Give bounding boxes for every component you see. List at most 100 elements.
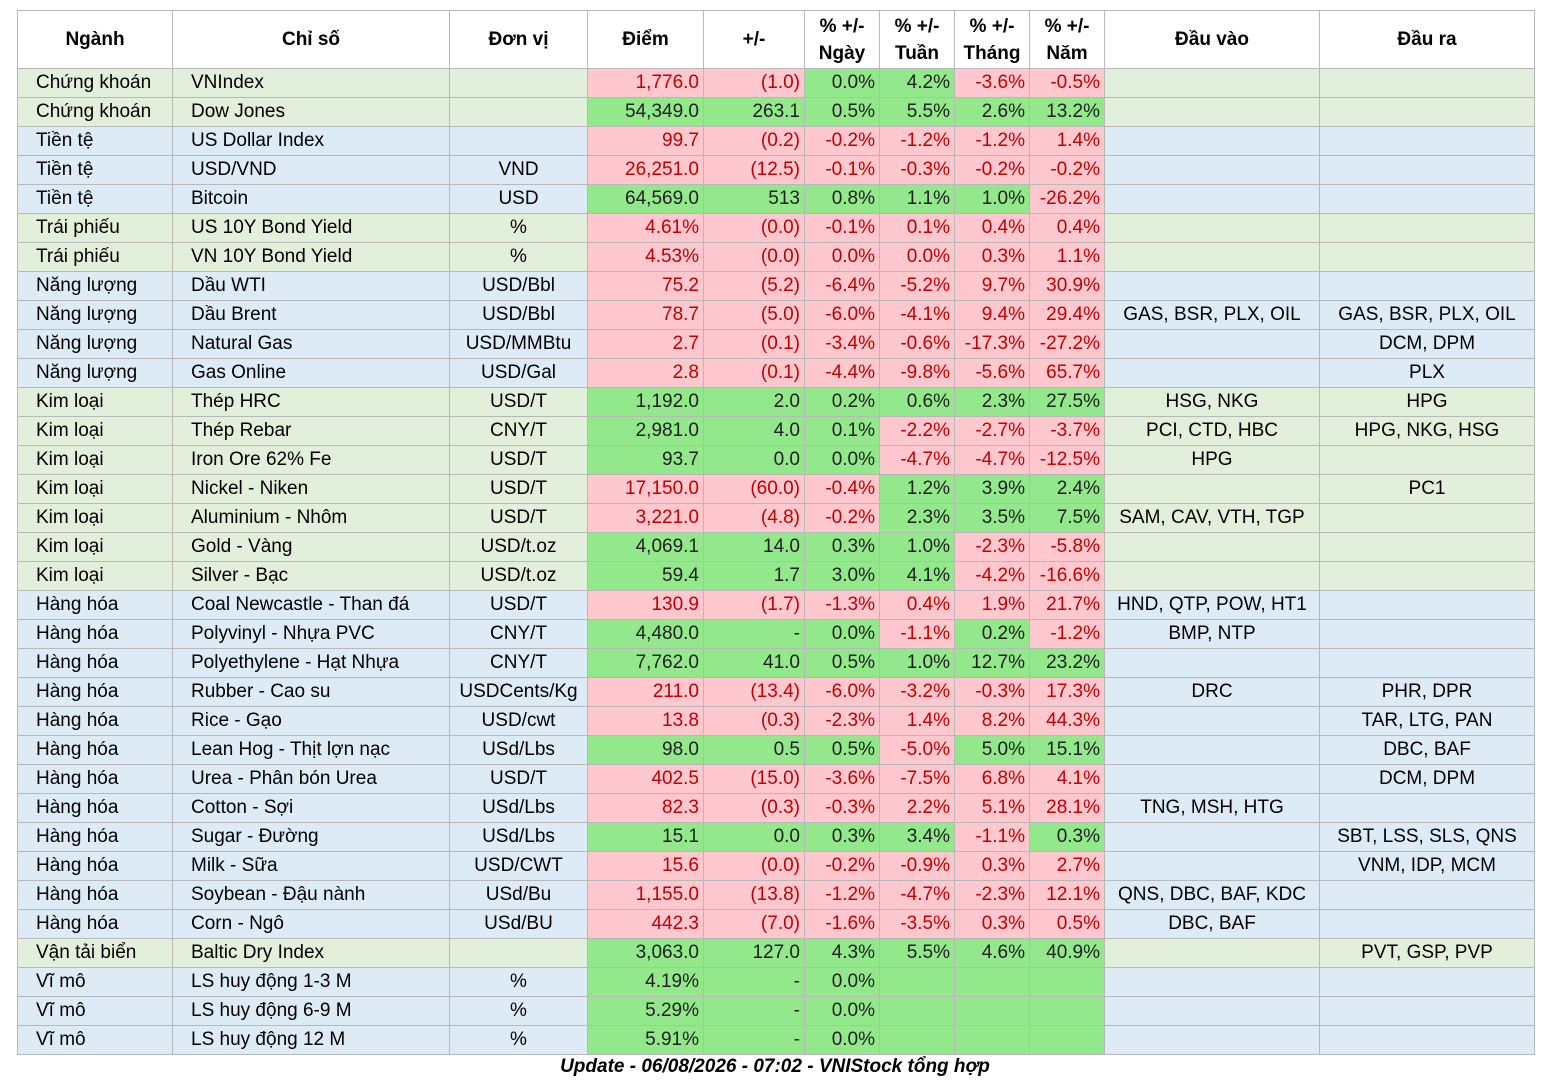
sector-cell: Kim loại [17,503,173,533]
index-cell: Sugar - Đường [172,822,450,852]
inputs-cell [1104,532,1320,562]
sector-cell: Vĩ mô [17,996,173,1026]
pct-week-cell: 2.2% [879,793,955,823]
point-cell: 26,251.0 [587,155,704,185]
sector-cell: Hàng hóa [17,822,173,852]
point-cell: 1,776.0 [587,68,704,98]
pct-month-cell: -5.6% [954,358,1030,388]
inputs-cell [1104,996,1320,1026]
pct-week-cell: -3.5% [879,909,955,939]
pct-week-cell: -4.7% [879,880,955,910]
outputs-cell [1319,967,1535,997]
pct-day-cell: -0.2% [804,126,880,156]
outputs-cell [1319,793,1535,823]
pct-week-cell [879,967,955,997]
header-pct-day-label: % +/- Ngày [818,15,866,64]
point-cell: 15.1 [587,822,704,852]
unit-cell: % [449,213,588,243]
inputs-cell [1104,126,1320,156]
unit-cell: USD/T [449,474,588,504]
unit-cell: USd/Lbs [449,793,588,823]
outputs-cell: HPG, NKG, HSG [1319,416,1535,446]
pct-month-cell: 9.7% [954,271,1030,301]
pct-year-cell: 30.9% [1029,271,1105,301]
pct-month-cell: 0.3% [954,909,1030,939]
pct-month-cell: 0.2% [954,619,1030,649]
point-cell: 75.2 [587,271,704,301]
sector-cell: Trái phiếu [17,213,173,243]
table-row: Hàng hóa Rubber - Cao su USDCents/Kg 211.0(… [17,677,1535,707]
index-cell: Silver - Bạc [172,561,450,591]
pct-month-cell [954,967,1030,997]
table-row: Hàng hóa Coal Newcastle - Than đá USD/T 130… [17,590,1535,620]
sector-cell: Vận tải biển [17,938,173,968]
pct-year-cell: 12.1% [1029,880,1105,910]
inputs-cell: BMP, NTP [1104,619,1320,649]
sector-cell: Hàng hóa [17,619,173,649]
unit-cell: USDCents/Kg [449,677,588,707]
index-cell: VN 10Y Bond Yield [172,242,450,272]
outputs-cell: VNM, IDP, MCM [1319,851,1535,881]
table-row: Hàng hóa Lean Hog - Thịt lợn nạc USd/Lbs 98… [17,735,1535,765]
outputs-cell: DCM, DPM [1319,764,1535,794]
pct-month-cell: 0.3% [954,242,1030,272]
change-cell: (0.3) [703,793,805,823]
pct-day-cell: -6.0% [804,300,880,330]
table-row: Kim loại Gold - Vàng USD/t.oz 4,069.1 14.0 0.… [17,532,1535,562]
table-row: Năng lượng Natural Gas USD/MMBtu 2.7 (0.1) -3… [17,329,1535,359]
index-cell: Gold - Vàng [172,532,450,562]
index-cell: Thép Rebar [172,416,450,446]
pct-month-cell: 12.7% [954,648,1030,678]
index-cell: Polyethylene - Hạt Nhựa [172,648,450,678]
pct-year-cell: 0.4% [1029,213,1105,243]
pct-week-cell: 0.4% [879,590,955,620]
index-cell: Urea - Phân bón Urea [172,764,450,794]
sector-cell: Năng lượng [17,300,173,330]
header-pct-month: % +/- Tháng [954,10,1030,69]
change-cell: (0.0) [703,213,805,243]
sector-cell: Kim loại [17,561,173,591]
pct-year-cell: 27.5% [1029,387,1105,417]
pct-year-cell: 28.1% [1029,793,1105,823]
pct-day-cell: 0.3% [804,822,880,852]
index-cell: Thép HRC [172,387,450,417]
outputs-cell: DBC, BAF [1319,735,1535,765]
inputs-cell [1104,735,1320,765]
sector-cell: Hàng hóa [17,677,173,707]
pct-month-cell: 8.2% [954,706,1030,736]
pct-month-cell: -2.3% [954,880,1030,910]
outputs-cell [1319,561,1535,591]
pct-month-cell: 3.9% [954,474,1030,504]
unit-cell: USD/T [449,387,588,417]
index-cell: LS huy động 6-9 M [172,996,450,1026]
pct-week-cell: 4.1% [879,561,955,591]
point-cell: 13.8 [587,706,704,736]
table-row: Hàng hóa Cotton - Sợi USd/Lbs 82.3 (0.3) -0.3… [17,793,1535,823]
unit-cell: USD/Gal [449,358,588,388]
change-cell: 2.0 [703,387,805,417]
change-cell: (1.0) [703,68,805,98]
index-cell: Iron Ore 62% Fe [172,445,450,475]
index-cell: LS huy động 12 M [172,1025,450,1055]
pct-day-cell: -3.6% [804,764,880,794]
pct-month-cell [954,996,1030,1026]
pct-month-cell: -1.2% [954,126,1030,156]
unit-cell [449,126,588,156]
table-row: Kim loại Aluminium - Nhôm USD/T 3,221.0 (4.8… [17,503,1535,533]
pct-day-cell: 0.2% [804,387,880,417]
pct-day-cell: -0.2% [804,503,880,533]
outputs-cell: PHR, DPR [1319,677,1535,707]
pct-week-cell: 1.2% [879,474,955,504]
pct-day-cell: -4.4% [804,358,880,388]
unit-cell: USD/T [449,445,588,475]
pct-month-cell: -0.2% [954,155,1030,185]
inputs-cell [1104,271,1320,301]
point-cell: 130.9 [587,590,704,620]
point-cell: 4.19% [587,967,704,997]
header-index: Chỉ số [172,10,450,69]
table-row: Tiền tệ Bitcoin USD 64,569.0 513 0.8% 1.1% 1.0%… [17,184,1535,214]
outputs-cell: GAS, BSR, PLX, OIL [1319,300,1535,330]
change-cell: (4.8) [703,503,805,533]
pct-year-cell: 2.4% [1029,474,1105,504]
point-cell: 211.0 [587,677,704,707]
